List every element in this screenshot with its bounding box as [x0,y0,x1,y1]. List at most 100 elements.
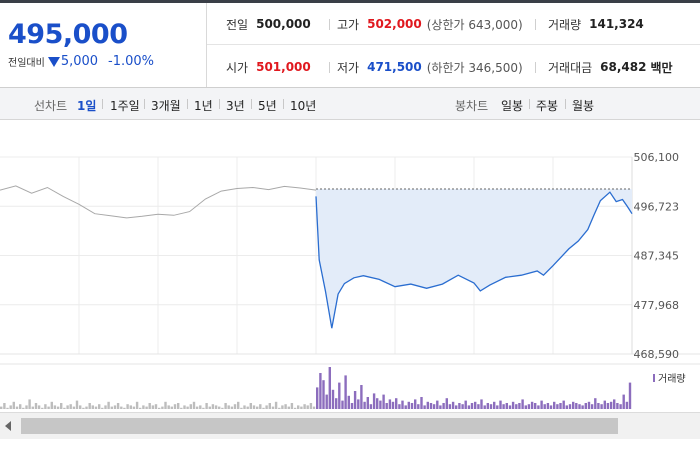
volume-bar [53,405,57,409]
volume-bar [432,404,436,409]
chart-toolbar: 선차트 1일 1주일 3개월 1년 3년 5년 10년 봉차트 일봉 주봉 월봉 [0,88,700,120]
volume-bar [616,403,619,409]
volume-bar [496,405,499,409]
stat-prev-close: 전일 500,000 [226,14,311,34]
volume-bar [553,401,556,409]
volume-bar [224,403,227,409]
change-amount: 5,000 [60,54,99,69]
volume-bar [590,404,594,409]
stats-panel: 전일 500,000 고가 502,000 (상한가 643,000) 거래량 … [207,3,700,88]
period-1d-tab[interactable]: 1일 [77,99,97,113]
volume-bar [534,403,537,409]
period-5y-tab[interactable]: 5년 [258,99,277,113]
volume-bar [31,406,34,409]
volume-bar [22,407,25,409]
today-area-fill [316,189,632,329]
volume-bar [145,406,148,409]
volume-bar [609,401,613,409]
candle-weekly-tab[interactable]: 주봉 [536,99,559,113]
scrollbar-thumb[interactable] [21,418,618,434]
candle-daily-tab[interactable]: 일봉 [501,99,524,113]
volume-bar [60,403,63,409]
volume-bar [47,406,50,409]
volume-bar [391,401,395,409]
volume-bar [98,404,101,409]
volume-bar [170,406,173,409]
volume-bar [25,405,28,409]
divider [0,87,700,88]
divider [329,62,330,73]
volume-bar [218,406,221,409]
period-1y-tab[interactable]: 1년 [194,99,213,113]
volume-bar [417,404,420,409]
y-tick-label: 468,590 [634,348,680,361]
volume-bar [177,403,180,409]
volume-bar [69,404,72,409]
volume-bar [442,403,445,409]
volume-bar [480,399,483,409]
volume-bar [372,393,376,409]
volume-bar [511,401,515,409]
volume-bar [543,404,546,409]
volume-bar [227,405,230,409]
volume-bar [243,405,246,409]
volume-bar [129,405,132,409]
chart-scrollbar[interactable] [0,412,700,439]
period-10y-tab[interactable]: 10년 [290,99,317,113]
volume-bar [297,405,300,409]
top-border [0,0,700,3]
volume-bar [474,401,477,409]
volume-bar [455,405,458,409]
period-1w-tab[interactable]: 1주일 [110,99,140,113]
volume-bar [6,407,9,409]
volume-bar [0,406,3,409]
period-3y-tab[interactable]: 3년 [226,99,245,113]
volume-bar [461,404,464,409]
volume-bar [75,400,79,409]
volume-bar [341,400,344,409]
volume-bars: 거래량 [0,363,700,409]
volume-bar [230,406,234,409]
scroll-left-icon[interactable] [5,421,11,431]
candle-chart-label: 봉차트 [455,99,489,113]
candle-monthly-tab[interactable]: 월봉 [572,99,595,113]
divider [535,19,536,30]
volume-bar [499,400,502,409]
volume-bar [66,405,69,409]
volume-bar [458,403,461,409]
today-price-line [315,191,633,329]
volume-bar [331,389,335,409]
divider [251,99,252,109]
volume-bar [436,400,439,409]
current-price: 495,000 [8,19,128,50]
volume-bar [379,400,382,409]
volume-bar [183,405,186,409]
stat-value: 141,324 [589,17,644,31]
volume-bar [325,394,328,409]
volume-bar [12,401,15,409]
y-axis-labels: 506,100 496,723 487,345 477,968 468,590 [634,151,680,361]
volume-bar [41,407,44,409]
volume-bar [369,404,373,409]
volume-bar [622,394,625,409]
volume-bar [565,405,568,409]
change-label: 전일대비 [8,58,45,69]
y-tick-label: 477,968 [634,299,680,312]
volume-bar [338,382,341,409]
volume-bar [328,367,331,409]
prior-day-series [0,185,317,219]
volume-bar [489,404,493,409]
stat-note: (상한가 643,000) [426,17,523,32]
period-3m-tab[interactable]: 3개월 [151,99,181,113]
volume-bar [293,407,297,409]
volume-bar [467,405,471,409]
volume-bar [202,407,205,409]
volume-bar [249,403,252,409]
stat-value: 68,482 [600,60,647,74]
volume-bar [385,403,388,409]
volume-bar [221,407,224,409]
volume-bar [195,406,199,409]
line-chart-label: 선차트 [34,99,68,113]
volume-bar [398,404,401,409]
volume-bar [113,405,117,409]
